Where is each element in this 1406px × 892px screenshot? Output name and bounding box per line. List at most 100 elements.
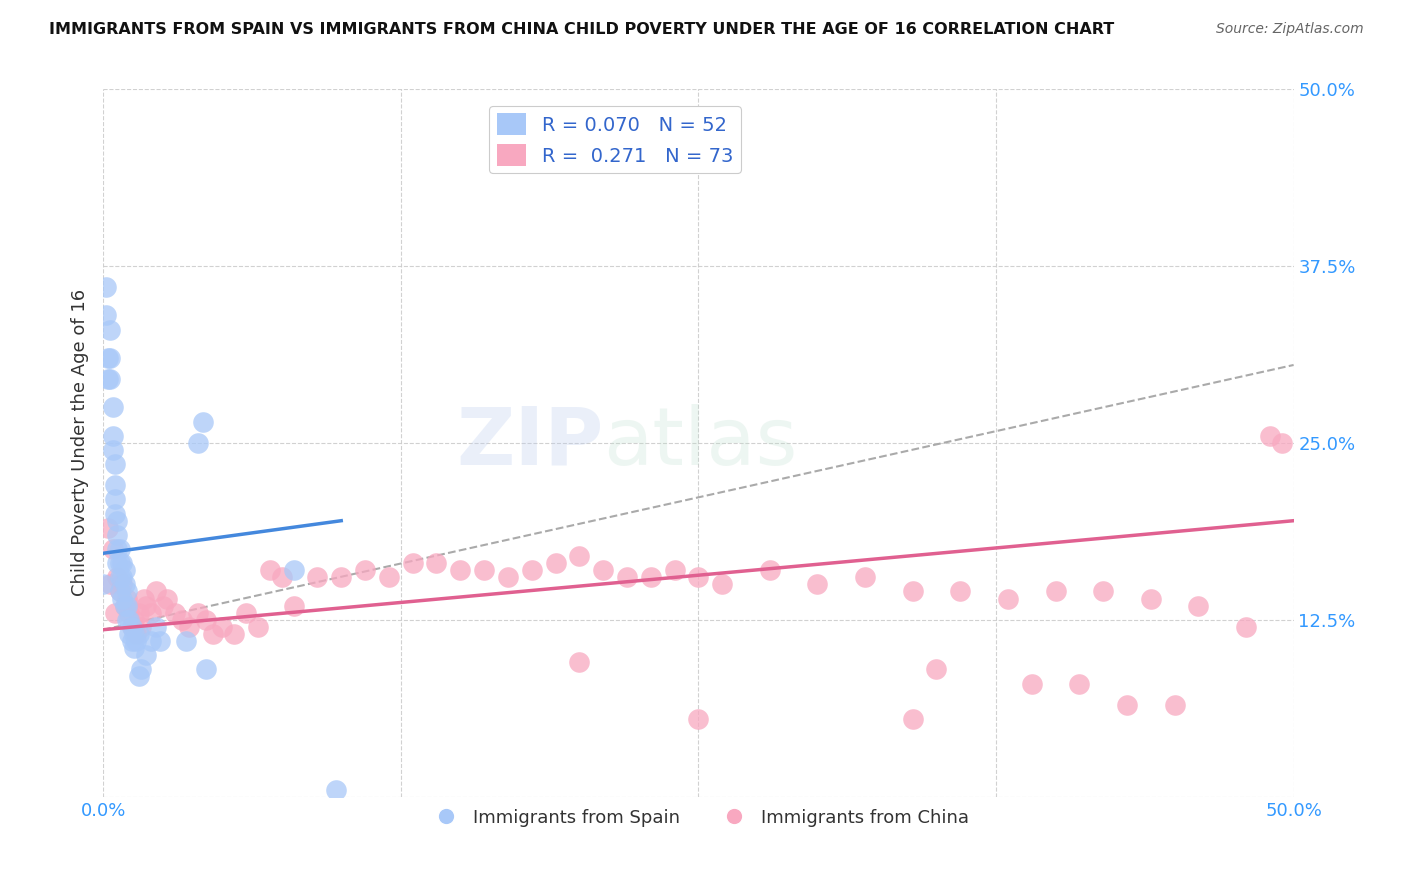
Point	[378, 570, 401, 584]
Point	[101, 541, 124, 556]
Point	[111, 570, 134, 584]
Point	[472, 563, 495, 577]
Point	[101, 401, 124, 415]
Point	[235, 606, 257, 620]
Point	[91, 577, 114, 591]
Point	[949, 584, 972, 599]
Point	[122, 613, 145, 627]
Point	[688, 570, 710, 584]
Point	[114, 563, 136, 577]
Point	[107, 514, 129, 528]
Point	[330, 570, 353, 584]
Point	[121, 620, 143, 634]
Point	[104, 606, 127, 620]
Point	[107, 556, 129, 570]
Point	[94, 280, 117, 294]
Point	[98, 372, 121, 386]
Point	[259, 563, 281, 577]
Point	[1139, 591, 1161, 606]
Point	[104, 457, 127, 471]
Point	[128, 606, 150, 620]
Point	[98, 351, 121, 365]
Point	[1116, 698, 1139, 712]
Point	[115, 584, 138, 599]
Point	[520, 563, 543, 577]
Point	[853, 570, 876, 584]
Point	[307, 570, 329, 584]
Point	[101, 429, 124, 443]
Point	[496, 570, 519, 584]
Point	[114, 577, 136, 591]
Point	[121, 634, 143, 648]
Point	[568, 655, 591, 669]
Point	[688, 712, 710, 726]
Point	[201, 627, 224, 641]
Point	[1187, 599, 1209, 613]
Point	[97, 372, 120, 386]
Point	[125, 634, 148, 648]
Point	[222, 627, 245, 641]
Point	[1234, 620, 1257, 634]
Point	[121, 620, 143, 634]
Point	[759, 563, 782, 577]
Point	[1258, 429, 1281, 443]
Point	[107, 541, 129, 556]
Point	[806, 577, 828, 591]
Point	[125, 627, 148, 641]
Point	[139, 606, 162, 620]
Point	[108, 584, 131, 599]
Point	[1021, 676, 1043, 690]
Text: ZIP: ZIP	[456, 404, 603, 482]
Point	[108, 541, 131, 556]
Text: IMMIGRANTS FROM SPAIN VS IMMIGRANTS FROM CHINA CHILD POVERTY UNDER THE AGE OF 16: IMMIGRANTS FROM SPAIN VS IMMIGRANTS FROM…	[49, 22, 1115, 37]
Point	[163, 606, 186, 620]
Point	[118, 627, 141, 641]
Point	[616, 570, 638, 584]
Point	[997, 591, 1019, 606]
Text: Source: ZipAtlas.com: Source: ZipAtlas.com	[1216, 22, 1364, 37]
Point	[1069, 676, 1091, 690]
Y-axis label: Child Poverty Under the Age of 16: Child Poverty Under the Age of 16	[72, 289, 89, 597]
Point	[425, 556, 447, 570]
Point	[104, 478, 127, 492]
Point	[401, 556, 423, 570]
Point	[97, 521, 120, 535]
Point	[115, 591, 138, 606]
Point	[98, 322, 121, 336]
Point	[94, 309, 117, 323]
Point	[128, 627, 150, 641]
Point	[901, 712, 924, 726]
Point	[139, 634, 162, 648]
Point	[114, 599, 136, 613]
Point	[1045, 584, 1067, 599]
Point	[115, 599, 138, 613]
Point	[191, 415, 214, 429]
Point	[325, 782, 347, 797]
Point	[115, 613, 138, 627]
Point	[107, 570, 129, 584]
Point	[114, 599, 136, 613]
Point	[135, 648, 157, 663]
Point	[1092, 584, 1115, 599]
Point	[149, 634, 172, 648]
Point	[925, 662, 948, 676]
Point	[132, 591, 155, 606]
Point	[354, 563, 377, 577]
Point	[111, 577, 134, 591]
Point	[129, 662, 152, 676]
Point	[1271, 435, 1294, 450]
Point	[187, 435, 209, 450]
Point	[128, 669, 150, 683]
Point	[211, 620, 233, 634]
Point	[104, 507, 127, 521]
Point	[640, 570, 662, 584]
Point	[107, 528, 129, 542]
Point	[108, 570, 131, 584]
Point	[122, 641, 145, 656]
Point	[108, 556, 131, 570]
Point	[97, 351, 120, 365]
Text: atlas: atlas	[603, 404, 797, 482]
Point	[544, 556, 567, 570]
Point	[118, 606, 141, 620]
Point	[104, 492, 127, 507]
